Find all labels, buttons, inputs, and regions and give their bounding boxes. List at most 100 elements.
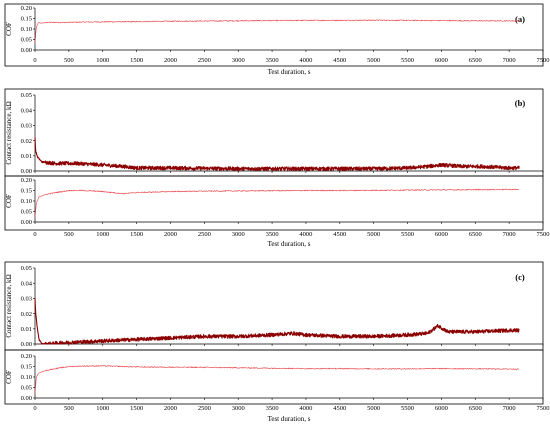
y-tick-label: 0.04 [21,280,33,287]
x-tick-label: 6000 [435,405,448,412]
y-tick-label: 0.15 [21,364,32,371]
y-tick-label: 0.02 [21,138,32,145]
series-line [34,137,520,172]
panel-frame [4,261,544,351]
x-tick-label: 4500 [333,405,346,412]
y-tick-label: 0.01 [21,326,32,333]
x-tick-label: 3500 [266,57,279,64]
x-axis-title: Test duration, s [268,415,311,423]
x-tick-label: 3000 [232,405,245,412]
y-tick-label: 0.00 [21,219,32,226]
series-line [34,297,520,345]
x-tick-label: 3500 [266,231,279,238]
x-tick-label: 1000 [96,231,109,238]
x-tick-label: 6500 [469,231,482,238]
y-tick-label: 0.10 [21,374,32,381]
x-tick-label: 2500 [198,405,211,412]
x-tick-label: 2000 [164,405,177,412]
y-tick-label: 0.00 [21,47,32,54]
y-axis-title: COF [5,370,13,384]
x-tick-label: 2000 [164,231,177,238]
x-axis-title: Test duration, s [268,68,311,76]
x-tick-label: 7000 [503,231,516,238]
y-tick-label: 0.00 [21,395,32,402]
y-tick-label: 0.20 [21,5,32,12]
x-tick-label: 1000 [96,405,109,412]
y-tick-label: 0.04 [21,107,33,114]
y-tick-label: 0.05 [21,92,32,99]
panel-label: (a) [515,14,525,24]
x-tick-label: 3000 [232,231,245,238]
x-tick-label: 5000 [367,57,380,64]
x-tick-label: 1500 [130,405,143,412]
x-tick-label: 7500 [537,405,550,412]
chart-b-cof: 0.00 0.05 0.10 0.15 0.20 0 500 1000 1500 2000 2500… [4,175,550,248]
y-tick-label: 0.05 [21,385,32,392]
y-axis-title: COF [5,22,13,36]
x-tick-label: 6500 [469,57,482,64]
x-tick-label: 500 [64,405,74,412]
x-tick-label: 5000 [367,405,380,412]
x-tick-label: 4500 [333,57,346,64]
x-tick-label: 2500 [198,231,211,238]
x-tick-label: 7000 [503,405,516,412]
y-tick-label: 0.02 [21,311,32,318]
panel-label: (c) [515,272,525,282]
x-tick-label: 7500 [537,57,550,64]
y-axis-title: COF [5,194,13,208]
y-tick-label: 0.20 [21,177,32,184]
y-axis-title: Contact resistance, kΩ [5,274,13,337]
y-tick-label: 0.00 [21,341,32,348]
series-line [34,365,520,395]
x-tick-label: 5500 [401,231,414,238]
x-tick-label: 7000 [503,57,516,64]
y-tick-label: 0.05 [21,37,32,44]
x-tick-label: 7500 [537,231,550,238]
x-tick-label: 500 [64,231,74,238]
x-tick-label: 500 [64,57,74,64]
x-tick-label: 3000 [232,57,245,64]
x-axis-title: Test duration, s [268,240,311,248]
y-tick-label: 0.00 [21,168,32,175]
y-tick-label: 0.05 [21,209,32,216]
y-tick-label: 0.15 [21,188,32,195]
x-tick-label: 4500 [333,231,346,238]
x-tick-label: 0 [33,57,36,64]
x-tick-label: 0 [33,405,36,412]
panel-frame [4,175,544,231]
y-tick-label: 0.03 [21,296,32,303]
x-tick-label: 4000 [299,405,312,412]
chart-c-resistance: 0.00 0.01 0.02 0.03 0.04 0.05 Contact resistan… [4,261,544,351]
series-line [34,188,520,218]
chart-c-cof: 0.00 0.05 0.10 0.15 0.20 0 500 1000 1500 2000 2500… [4,349,550,423]
x-tick-label: 5500 [401,57,414,64]
panel-frame [4,349,544,405]
x-tick-label: 1000 [96,57,109,64]
x-tick-label: 2000 [164,57,177,64]
x-tick-label: 3500 [266,405,279,412]
y-axis-title: Contact resistance, kΩ [5,101,13,164]
x-tick-label: 1500 [130,57,143,64]
y-tick-label: 0.03 [21,123,32,130]
y-tick-label: 0.15 [21,16,32,23]
panel-frame [4,3,544,67]
panel-label: (b) [515,98,526,108]
y-tick-label: 0.10 [21,26,32,33]
series-line [34,19,520,44]
x-tick-label: 5500 [401,405,414,412]
x-tick-label: 1500 [130,231,143,238]
x-tick-label: 6000 [435,57,448,64]
y-tick-label: 0.05 [21,265,32,272]
y-tick-label: 0.10 [21,198,32,205]
y-tick-label: 0.20 [21,353,32,360]
x-tick-label: 6500 [469,405,482,412]
chart-a-cof: 0.00 0.05 0.10 0.15 0.20 0 500 1000 1500 2000 2500… [4,3,550,76]
x-tick-label: 4000 [299,57,312,64]
x-tick-label: 5000 [367,231,380,238]
chart-b-resistance: 0.00 0.01 0.02 0.03 0.04 0.05 Contact resistan… [4,88,544,177]
x-tick-label: 0 [33,231,36,238]
x-tick-label: 2500 [198,57,211,64]
x-tick-label: 6000 [435,231,448,238]
x-tick-label: 4000 [299,231,312,238]
